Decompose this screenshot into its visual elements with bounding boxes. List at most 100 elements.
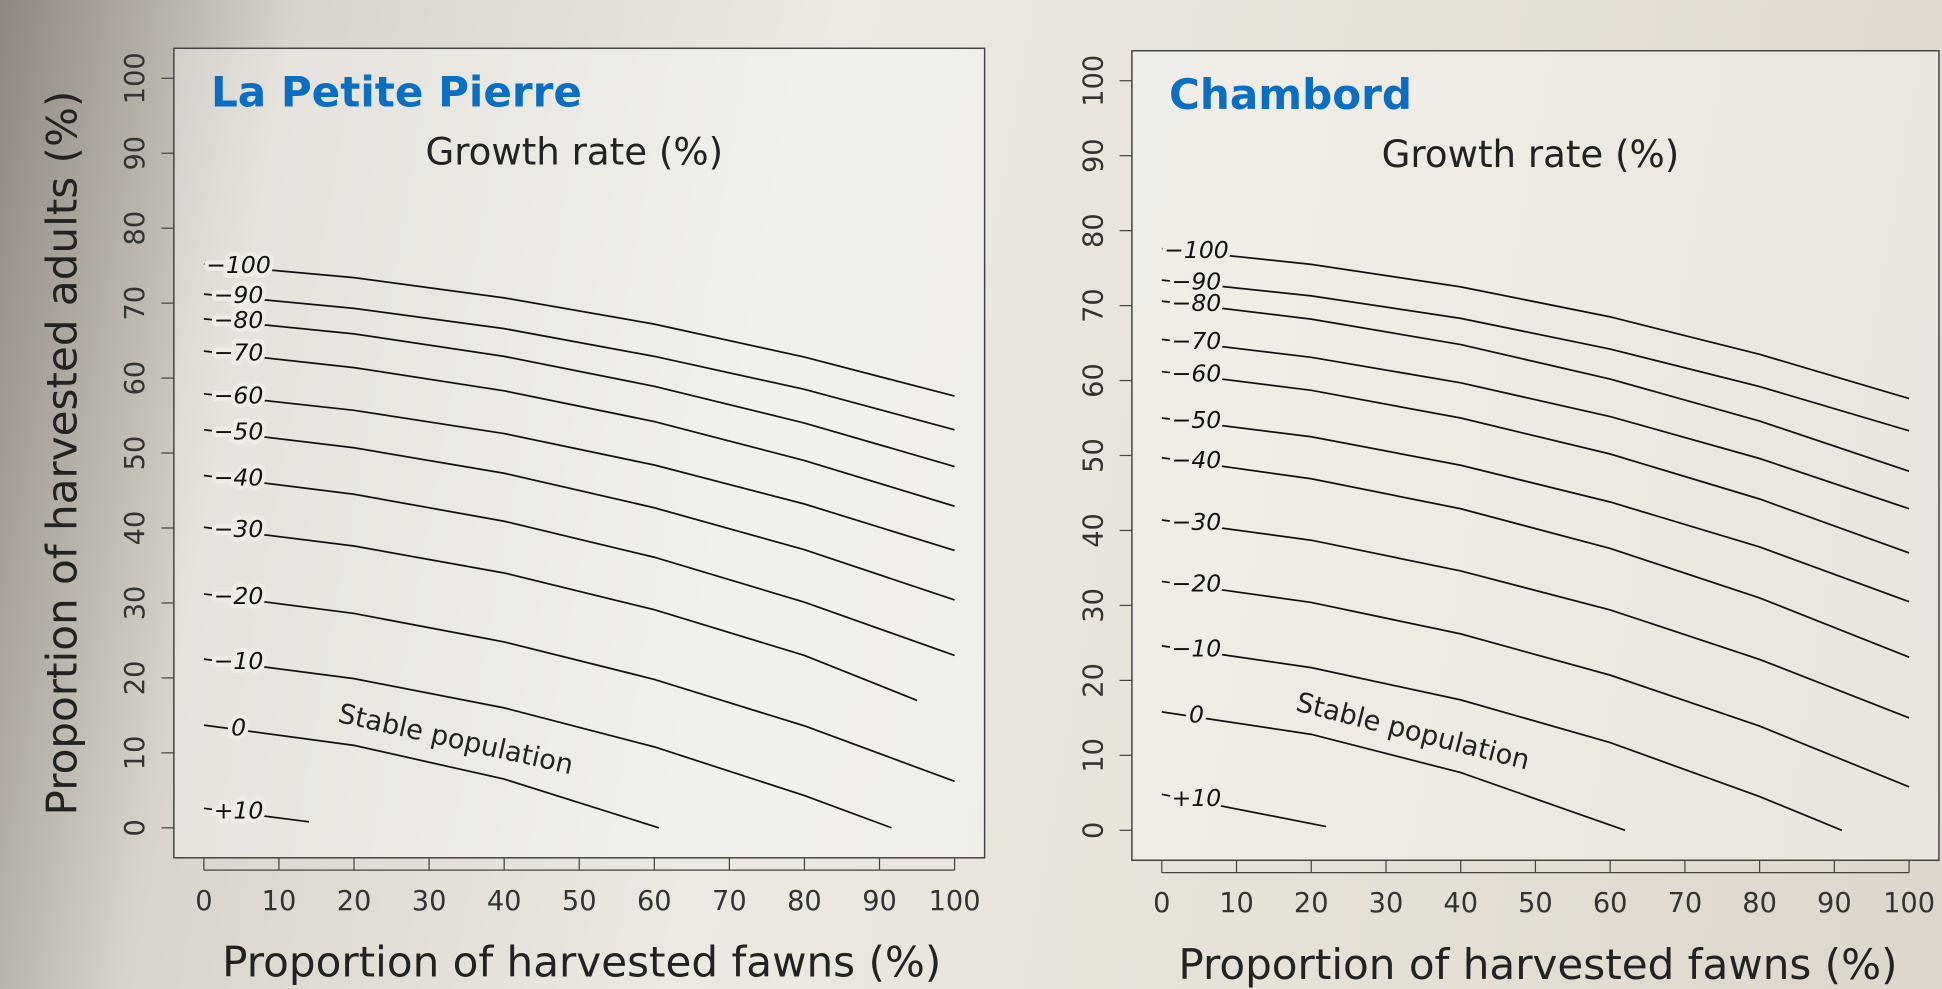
contour-line xyxy=(1161,711,1626,832)
contour-label: −30 xyxy=(214,515,264,543)
contour-label: −70 xyxy=(1172,327,1222,355)
contour-label: −50 xyxy=(214,418,264,446)
y-tick-label: 60 xyxy=(1078,363,1109,398)
contour-line xyxy=(1161,300,1910,473)
contour-line xyxy=(203,658,892,829)
y-tick-label: 0 xyxy=(1078,822,1109,839)
contour-label: −50 xyxy=(1172,406,1222,434)
contour-line xyxy=(203,807,310,823)
y-tick-label: 100 xyxy=(1078,55,1109,107)
contour-line xyxy=(203,293,955,431)
contour-line xyxy=(203,593,955,783)
contour-line xyxy=(203,350,955,508)
x-tick-label: 30 xyxy=(412,886,447,917)
y-tick-label: 50 xyxy=(120,436,151,471)
y-tick-label: 10 xyxy=(1078,738,1109,773)
x-tick-label: 60 xyxy=(1593,888,1628,919)
contour-line xyxy=(203,474,955,657)
contour-line xyxy=(1161,247,1910,400)
y-axis-label: Proportion of harvested adults (%) xyxy=(37,91,86,816)
contour-label: −80 xyxy=(1172,289,1222,317)
x-tick-label: 40 xyxy=(487,886,522,917)
contour-label: −30 xyxy=(1172,508,1222,536)
contour-line xyxy=(203,318,955,468)
y-tick-label: 0 xyxy=(120,819,151,836)
contour-label: −40 xyxy=(214,463,264,491)
x-tick-label: 10 xyxy=(1219,888,1254,919)
contour-label: +10 xyxy=(214,796,264,824)
x-tick-label: 30 xyxy=(1369,888,1404,919)
x-tick-label: 50 xyxy=(1518,888,1553,919)
panel: 0 10 20 30 40 50 60 70 80 90 100 0 10 20 30 40 50 60 70 80 9… xyxy=(37,47,986,987)
x-tick-label: 90 xyxy=(862,886,897,917)
y-tick-label: 70 xyxy=(1078,288,1109,323)
y-tick-label: 60 xyxy=(120,361,151,396)
contour-label: −90 xyxy=(214,281,264,309)
contour-label: −10 xyxy=(1172,634,1222,662)
x-tick-label: 70 xyxy=(712,886,747,917)
x-tick-label: 0 xyxy=(1153,888,1170,919)
x-tick-label: 90 xyxy=(1817,888,1852,919)
x-tick-label: 20 xyxy=(337,886,372,917)
contour-label: −20 xyxy=(1172,570,1222,598)
contour-line xyxy=(1161,338,1910,510)
y-tick-label: 70 xyxy=(120,286,151,321)
subtitle: Growth rate (%) xyxy=(1382,133,1680,176)
contour-line xyxy=(203,392,955,552)
panel: 0 10 20 30 40 50 60 70 80 90 100 0 10 20 30 40 50 60 70 80 9… xyxy=(1078,50,1940,989)
x-tick-label: 100 xyxy=(1883,888,1935,919)
x-tick-label: 80 xyxy=(1742,888,1777,919)
x-axis-label: Proportion of harvested fawns (%) xyxy=(1178,940,1897,989)
contour-label: −90 xyxy=(1172,267,1222,295)
x-tick-label: 0 xyxy=(195,886,212,917)
y-tick-label: 20 xyxy=(120,661,151,696)
contour-label: −10 xyxy=(214,647,264,675)
panel-title: La Petite Pierre xyxy=(211,67,582,116)
contour-line xyxy=(203,526,918,702)
contour-line xyxy=(1161,519,1910,719)
y-tick-label: 10 xyxy=(120,736,151,771)
contour-label: 0 xyxy=(1189,700,1204,728)
x-tick-label: 40 xyxy=(1443,888,1478,919)
y-tick-label: 50 xyxy=(1078,438,1109,473)
contour-label: −100 xyxy=(206,251,271,279)
contour-line xyxy=(1161,370,1910,554)
y-tick-label: 40 xyxy=(120,511,151,546)
y-tick-label: 90 xyxy=(120,136,151,171)
subtitle: Growth rate (%) xyxy=(425,131,723,174)
x-axis-label: Proportion of harvested fawns (%) xyxy=(222,938,941,987)
contour-line xyxy=(203,428,955,601)
plot-frame xyxy=(173,47,986,859)
contour-line xyxy=(1161,793,1327,828)
contour-label: −70 xyxy=(214,339,264,367)
contour-line xyxy=(1161,456,1910,658)
plot-frame xyxy=(1131,50,1940,862)
y-tick-label: 40 xyxy=(1078,513,1109,548)
y-tick-label: 30 xyxy=(120,586,151,621)
panel-title: Chambord xyxy=(1169,70,1412,119)
contour-line xyxy=(1161,279,1910,432)
x-tick-label: 80 xyxy=(787,886,822,917)
contour-line xyxy=(1161,417,1910,603)
x-tick-label: 50 xyxy=(562,886,597,917)
contour-line xyxy=(1161,645,1843,832)
x-tick-label: 60 xyxy=(637,886,672,917)
contour-label: −20 xyxy=(214,582,264,610)
y-tick-label: 30 xyxy=(1078,588,1109,623)
y-tick-label: 80 xyxy=(120,211,151,246)
x-tick-label: 100 xyxy=(929,886,981,917)
contour-line xyxy=(203,263,955,397)
contour-label: −60 xyxy=(214,381,264,409)
contour-label: −60 xyxy=(1172,359,1222,387)
contour-line xyxy=(203,724,660,829)
y-tick-label: 20 xyxy=(1078,663,1109,698)
x-tick-label: 20 xyxy=(1294,888,1329,919)
contour-label: −80 xyxy=(214,306,264,334)
contour-label: −100 xyxy=(1164,236,1229,264)
y-tick-label: 80 xyxy=(1078,213,1109,248)
contour-label: −40 xyxy=(1172,446,1222,474)
contour-label: 0 xyxy=(231,713,246,741)
contour-label: +10 xyxy=(1172,784,1222,812)
